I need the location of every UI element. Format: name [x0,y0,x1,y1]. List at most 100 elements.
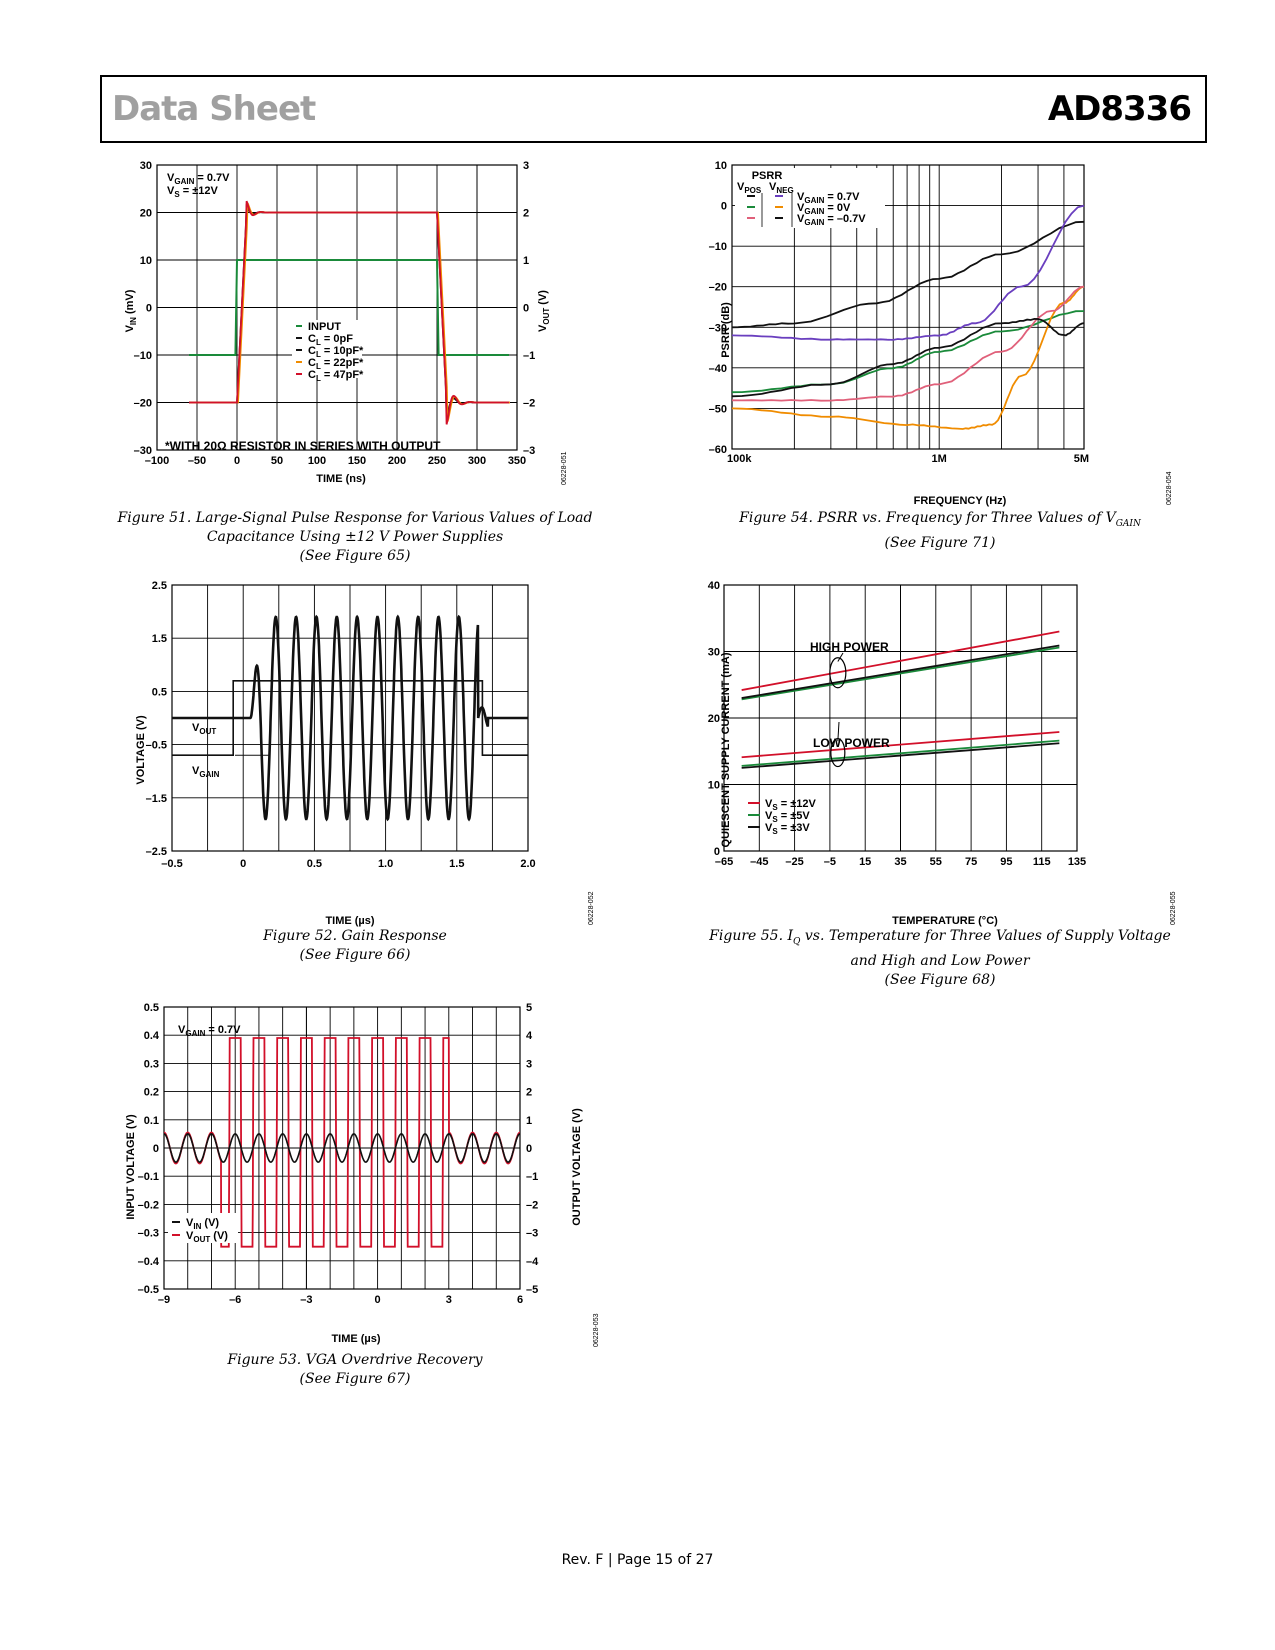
y-tick-label: 30 [708,647,720,659]
y2-tick-label: 0 [523,303,529,315]
legend-entry: CL = 10pF* [308,345,364,359]
series-line-vout [163,1037,521,1248]
y2-tick-label: 0 [526,1143,532,1155]
series-line-3 [741,731,1060,759]
series-line-5 [731,317,1085,398]
fig53-figure-code: 06228-053 [593,1313,600,1347]
x-tick-label: 15 [859,856,871,868]
series-line-vgain [172,680,528,756]
fig54-figure-code: 06228-054 [1166,471,1173,505]
y-tick-label: –1.5 [146,793,167,805]
y-tick-label: 2.5 [152,580,167,592]
x-tick-label: –6 [229,1294,241,1306]
fig55-low-power-label: LOW POWER [813,736,890,750]
caption-line: Capacitance Using ±12 V Power Supplies [206,529,504,545]
y-tick-label: –2.5 [146,846,167,858]
caption-line: (See Figure 66) [299,947,411,963]
doc-type-label: Data Sheet [112,89,316,129]
series-line-1 [731,204,1085,341]
x-tick-label: 350 [508,455,526,467]
y2-tick-label: –3 [523,445,535,457]
x-tick-label: –45 [750,856,768,868]
fig51-figure-code: 06228-051 [561,451,568,485]
fig55-high-power-label: HIGH POWER [810,640,889,654]
x-tick-label: –100 [145,455,169,467]
y-tick-label: 0.2 [144,1087,159,1099]
caption-line: Figure 51. Large-Signal Pulse Response f… [117,510,593,526]
fig55-figure-code: 06228-055 [1170,891,1177,925]
y-tick-label: 0 [714,846,720,858]
x-tick-label: 135 [1068,856,1086,868]
y2-tick-label: 5 [526,1002,532,1014]
x-tick-label: –65 [715,856,733,868]
y-tick-label: –0.5 [146,740,167,752]
series-line-5 [741,742,1060,769]
caption-line: and High and Low Power [850,952,1030,969]
y-tick-label: 0 [153,1143,159,1155]
x-tick-label: 250 [428,455,446,467]
y-tick-label: 10 [708,780,720,792]
fig52-vout-label: VOUT [192,722,216,736]
y-tick-label: 0.5 [144,1002,159,1014]
x-tick-label: 55 [930,856,942,868]
x-tick-label: 3 [446,1294,452,1306]
x-tick-label: –0.5 [161,858,182,870]
y-tick-label: –40 [709,363,727,375]
x-tick-label: –3 [300,1294,312,1306]
legend-entry: INPUT [308,321,341,333]
x-tick-label: 6 [517,1294,523,1306]
label-leader [837,652,844,662]
y-tick-label: 1.5 [152,633,167,645]
figure-52-caption: Figure 52. Gain Response (See Figure 66) [115,927,595,965]
x-tick-label: 0.5 [307,858,322,870]
y-tick-label: –20 [709,282,727,294]
legend-background [292,320,362,378]
x-tick-label: 150 [348,455,366,467]
caption-line: (See Figure 65) [299,548,411,564]
y-tick-label: –0.3 [138,1228,159,1240]
x-tick-label: 5M [1074,453,1089,465]
fig52-ylabel: VOLTAGE (V) [135,715,147,785]
caption-line: Figure 55. IQ vs. Temperature for Three … [709,928,1171,947]
legend-entry: CL = 22pF* [308,357,364,371]
legend-entry: VS = ±3V [765,822,810,836]
fig54-ylabel: PSRR (dB) [720,302,732,358]
fig51-xlabel: TIME (ns) [316,473,366,485]
y2-tick-label: –5 [526,1284,538,1296]
y-tick-label: –30 [134,445,152,457]
series-line-output-3 [189,200,509,425]
fig52-xlabel: TIME (µs) [325,915,374,927]
caption-line: (See Figure 71) [884,534,996,551]
y2-tick-label: –2 [526,1199,538,1211]
y-tick-label: –50 [709,403,727,415]
y2-tick-label: 1 [523,255,529,267]
series-line-vout [172,614,528,822]
series-line-2 [741,644,1060,699]
y-tick-label: –20 [134,398,152,410]
x-tick-label: 0 [375,1294,381,1306]
y-tick-label: –0.4 [138,1256,160,1268]
legend-background [735,168,885,228]
fig51-ylabel: VIN (mV) [124,289,138,332]
y-tick-label: 0.3 [144,1058,159,1070]
y-tick-label: 0.5 [152,686,167,698]
figure-51-caption: Figure 51. Large-Signal Pulse Response f… [115,509,595,566]
fig51-y2label: VOUT (V) [537,290,551,332]
y-tick-label: –30 [709,322,727,334]
y-tick-label: –10 [134,350,152,362]
figure-53-chart: –9 –6 –3 0 3 6 0.5 0.4 0.3 0.2 0.1 0 –0.1 –0.2 –0.3 –0.… [125,1002,600,1347]
x-tick-label: 200 [388,455,406,467]
y2-tick-label: –1 [523,350,535,362]
y2-tick-label: –4 [526,1256,539,1268]
x-tick-label: –25 [785,856,803,868]
y-tick-label: 10 [140,255,152,267]
series-line-input [189,259,509,356]
y-tick-label: 40 [708,580,720,592]
fig55-ylabel: QUIESCENT SUPPLY CURRENT (mA) [720,652,732,847]
y2-tick-label: –2 [523,398,535,410]
x-tick-label: 95 [1000,856,1012,868]
x-tick-label: 300 [468,455,486,467]
series-line-1 [741,646,1060,701]
